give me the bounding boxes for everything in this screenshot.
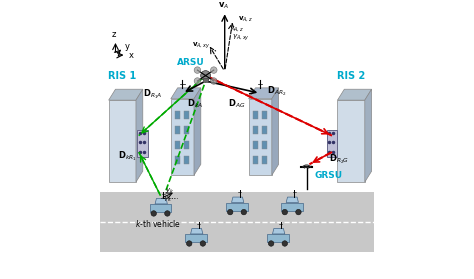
Text: RIS 2: RIS 2 [337, 71, 365, 81]
Bar [175, 111, 180, 119]
Text: y: y [125, 42, 130, 51]
Bar [175, 156, 180, 164]
Polygon shape [109, 89, 143, 100]
Polygon shape [171, 99, 194, 175]
Bar [203, 78, 209, 82]
Polygon shape [136, 89, 143, 182]
Bar [175, 126, 180, 134]
Polygon shape [191, 229, 203, 234]
Bar [253, 141, 257, 149]
Polygon shape [337, 100, 365, 182]
Text: $\mathbf{v}_A$: $\mathbf{v}_A$ [218, 0, 229, 11]
Circle shape [151, 211, 156, 216]
Circle shape [201, 71, 210, 80]
Circle shape [164, 211, 170, 216]
Text: RIS 1: RIS 1 [108, 71, 137, 81]
Polygon shape [100, 192, 374, 252]
Circle shape [282, 209, 288, 215]
Text: $\mathbf{v}_{A,xy}$: $\mathbf{v}_{A,xy}$ [192, 40, 210, 51]
Bar [184, 156, 189, 164]
Text: x: x [129, 50, 134, 60]
Circle shape [194, 67, 201, 73]
Circle shape [200, 241, 206, 246]
Bar [262, 126, 267, 134]
Circle shape [210, 67, 217, 73]
Text: $\mathbf{D}_{AG}$: $\mathbf{D}_{AG}$ [228, 98, 246, 110]
Polygon shape [267, 234, 289, 242]
Text: z: z [112, 30, 116, 39]
Text: $\mathbf{v}_{A,z}$: $\mathbf{v}_{A,z}$ [238, 14, 254, 23]
Circle shape [194, 78, 201, 84]
Bar [262, 156, 267, 164]
Polygon shape [171, 88, 201, 99]
Bar [184, 141, 189, 149]
Circle shape [296, 209, 301, 215]
Circle shape [228, 209, 233, 215]
Text: $\gamma_{A,xy}$: $\gamma_{A,xy}$ [231, 32, 249, 43]
Circle shape [241, 209, 246, 215]
Polygon shape [226, 203, 248, 211]
Text: $\mathbf{D}_{kR_1}$: $\mathbf{D}_{kR_1}$ [118, 150, 137, 163]
Polygon shape [150, 204, 172, 212]
Polygon shape [155, 198, 167, 204]
Bar [184, 111, 189, 119]
Polygon shape [231, 197, 244, 203]
Text: $y_k$: $y_k$ [164, 187, 174, 196]
Text: $k$-th vehicle: $k$-th vehicle [135, 218, 181, 229]
Bar [175, 141, 180, 149]
Circle shape [268, 241, 274, 246]
Polygon shape [281, 203, 302, 211]
Circle shape [186, 241, 192, 246]
Polygon shape [273, 229, 285, 234]
Bar [137, 130, 148, 157]
Bar [184, 126, 189, 134]
Polygon shape [272, 88, 279, 175]
Text: $\gamma_k$: $\gamma_k$ [163, 195, 173, 205]
Polygon shape [194, 88, 201, 175]
Polygon shape [248, 99, 272, 175]
Bar [262, 111, 267, 119]
Text: $\mathbf{D}_{R_1A}$: $\mathbf{D}_{R_1A}$ [143, 87, 162, 101]
Text: ARSU: ARSU [177, 58, 204, 67]
Circle shape [210, 78, 217, 84]
Polygon shape [286, 197, 299, 203]
Polygon shape [109, 100, 136, 182]
Bar [253, 126, 257, 134]
Polygon shape [337, 89, 372, 100]
Polygon shape [365, 89, 372, 182]
Bar [253, 111, 257, 119]
Text: $\mathbf{D}_{kA}$: $\mathbf{D}_{kA}$ [187, 98, 203, 110]
Text: $\gamma_{A,z}$: $\gamma_{A,z}$ [229, 24, 244, 33]
Text: GRSU: GRSU [315, 171, 343, 180]
Bar [327, 130, 337, 157]
Text: $\mathbf{D}_{R_2G}$: $\mathbf{D}_{R_2G}$ [329, 153, 349, 166]
Polygon shape [248, 88, 279, 99]
Bar [262, 141, 267, 149]
Bar [253, 156, 257, 164]
Circle shape [282, 241, 288, 246]
Text: $\mathbf{D}_{AR_2}$: $\mathbf{D}_{AR_2}$ [267, 84, 286, 98]
Polygon shape [185, 234, 207, 242]
